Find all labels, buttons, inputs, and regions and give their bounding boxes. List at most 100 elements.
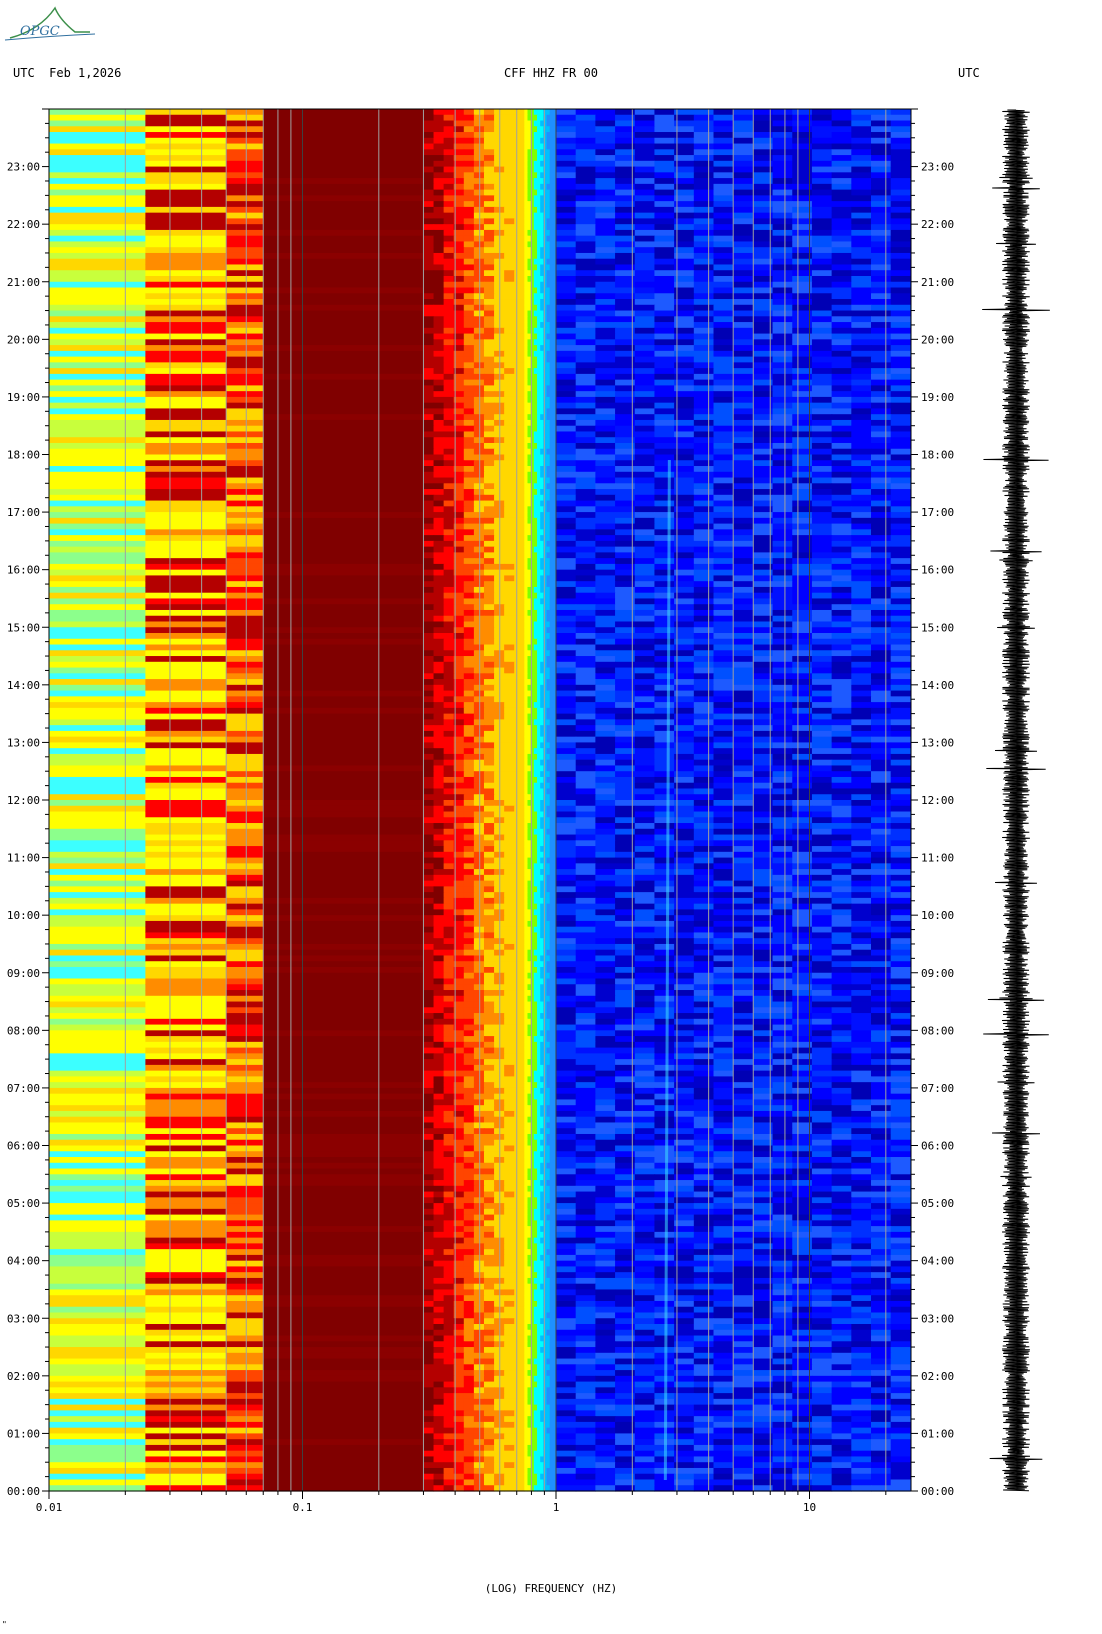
spectrogram-cell	[226, 183, 264, 191]
spectrogram-cell	[226, 903, 264, 911]
spectrogram-cell	[514, 1082, 525, 1089]
spectrogram-cell	[540, 604, 544, 611]
spectrogram-cell	[549, 679, 554, 686]
spectrogram-cell	[483, 932, 495, 939]
spectrogram-cell	[540, 880, 544, 887]
spectrogram-cell	[483, 356, 495, 363]
spectrogram-cell	[536, 345, 541, 352]
spectrogram-cell	[226, 385, 264, 392]
spectrogram-cell	[463, 1416, 475, 1423]
spectrogram-cell	[443, 1139, 455, 1147]
spectrogram-cell	[463, 586, 475, 594]
spectrogram-cell	[514, 529, 525, 536]
spectrogram-cell	[49, 771, 146, 778]
spectrogram-cell	[463, 794, 475, 801]
spectrogram-cell	[483, 880, 495, 887]
spectrogram-cell	[463, 874, 475, 882]
spectrogram-cell	[540, 978, 544, 985]
spectrogram-cell	[263, 563, 425, 571]
spectrogram-cell	[540, 581, 544, 588]
spectrogram-cell	[463, 1070, 475, 1077]
spectrogram-cell	[552, 466, 557, 473]
spectrogram-cell	[443, 805, 455, 813]
spectrogram-cell	[533, 172, 538, 179]
spectrogram-cell	[540, 264, 544, 271]
spectrogram-cell	[530, 684, 535, 692]
spectrogram-cell	[49, 356, 146, 363]
spectrogram-cell	[540, 477, 544, 484]
spectrogram-cell	[463, 1306, 475, 1314]
spectrogram-cell	[423, 218, 435, 225]
spectrogram-cell	[552, 281, 557, 289]
spectrogram-cell	[546, 955, 551, 962]
spectrogram-cell	[263, 1018, 425, 1026]
spectrogram-cell	[145, 241, 227, 248]
spectrogram-cell	[463, 765, 475, 772]
spectrogram-cell	[423, 730, 435, 738]
spectrogram-cell	[49, 1272, 146, 1279]
spectrogram-cell	[443, 1398, 455, 1406]
spectrogram-cell	[423, 1128, 435, 1135]
spectrogram-cell	[552, 966, 557, 974]
spectrogram-cell	[549, 811, 554, 818]
spectrogram-cell	[549, 345, 554, 352]
spectrogram-cell	[533, 252, 538, 260]
spectrogram-cell	[145, 143, 227, 150]
spectrogram-cell	[263, 817, 425, 824]
spectrogram-cell	[543, 586, 548, 594]
spectrogram-cell	[423, 1433, 435, 1440]
spectrogram-cell	[263, 1064, 425, 1072]
spectrogram-cell	[514, 1289, 525, 1296]
spectrogram-cell	[543, 886, 548, 893]
spectrogram-cell	[536, 961, 541, 968]
spectrogram-cell	[433, 846, 445, 853]
spectrogram-cell	[546, 310, 551, 317]
spectrogram-cell	[530, 690, 535, 697]
spectrogram-cell	[514, 581, 525, 588]
spectrogram-cell	[423, 604, 435, 611]
spectrogram-cell	[463, 661, 475, 669]
spectrogram-cell	[226, 293, 264, 300]
spectrogram-cell	[504, 679, 515, 686]
spectrogram-cell	[145, 575, 227, 582]
spectrogram-cell	[463, 575, 475, 582]
spectrogram-cell	[423, 1272, 435, 1279]
spectrogram-cell	[549, 684, 554, 692]
spectrogram-cell	[226, 581, 264, 588]
spectrogram-cell	[514, 109, 525, 116]
spectrogram-cell	[504, 552, 515, 559]
spectrogram-cell	[543, 218, 548, 225]
spectrogram-cell	[263, 379, 425, 386]
spectrogram-cell	[423, 644, 435, 651]
spectrogram-cell	[533, 120, 538, 127]
spectrogram-cell	[463, 644, 475, 651]
spectrogram-cell	[514, 1381, 525, 1388]
spectrogram-cell	[453, 437, 465, 444]
spectrogram-cell	[504, 546, 515, 553]
spectrogram-cell	[443, 1370, 455, 1377]
spectrogram-cell	[145, 460, 227, 467]
spectrogram-cell	[423, 345, 435, 352]
spectrogram-cell	[453, 275, 465, 283]
spectrogram-cell	[483, 874, 495, 882]
spectrogram-cell	[226, 471, 264, 479]
spectrogram-cell	[49, 454, 146, 461]
spectrogram-cell	[504, 408, 515, 415]
spectrogram-cell	[504, 707, 515, 715]
spectrogram-cell	[514, 1318, 525, 1325]
spectrogram-cell	[552, 990, 557, 997]
spectrogram-cell	[226, 1237, 264, 1244]
spectrogram-cell	[536, 425, 541, 433]
spectrogram-cell	[483, 183, 495, 191]
spectrogram-cell	[514, 379, 525, 386]
spectrogram-cell	[145, 1099, 227, 1106]
spectrogram-cell	[552, 903, 557, 911]
spectrogram-cell	[49, 1387, 146, 1394]
spectrogram-cell	[527, 874, 532, 882]
spectrogram-cell	[540, 673, 544, 680]
spectrogram-cell	[226, 149, 264, 156]
spectrogram-cell	[263, 840, 425, 847]
spectrogram-cell	[549, 644, 554, 651]
spectrogram-cell	[504, 391, 515, 398]
spectrogram-cell	[524, 252, 529, 260]
